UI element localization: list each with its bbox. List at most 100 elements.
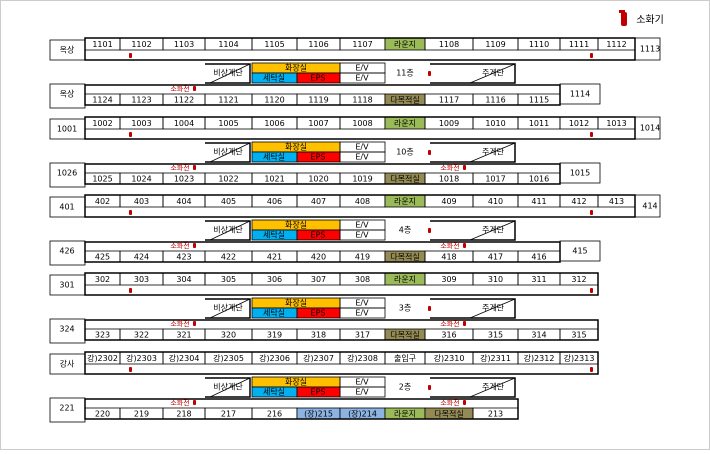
room-label: 220 <box>95 410 110 419</box>
room-label: 1107 <box>352 40 372 49</box>
room-label: 강)2310 <box>434 353 465 363</box>
stair-diagonal <box>209 142 251 163</box>
room-label: 1002 <box>92 119 112 128</box>
room-label: 1008 <box>352 119 372 128</box>
room-label: 1104 <box>218 40 238 49</box>
extinguisher-icon <box>193 165 196 170</box>
room-label: 라운지 <box>394 119 416 128</box>
room-label: 강)2305 <box>213 353 244 363</box>
row-label: 1015 <box>570 169 590 178</box>
extinguisher-icon <box>463 321 466 326</box>
elevator <box>339 72 386 84</box>
room-label: 405 <box>221 197 236 206</box>
room-label: 1005 <box>218 119 238 128</box>
stair-label: 비상계단 <box>213 147 243 157</box>
room-label: 강)2312 <box>524 353 555 363</box>
room-label: 319 <box>267 331 282 340</box>
main-stair <box>430 377 516 398</box>
extinguisher-icon <box>428 150 431 155</box>
room-label: 1017 <box>485 175 505 184</box>
row-label: 강사 <box>60 359 75 369</box>
extinguisher-icon <box>590 132 593 137</box>
extinguisher-icon <box>621 12 627 26</box>
row-label: 415 <box>572 247 587 256</box>
laundry-label: 세탁실 <box>263 152 285 162</box>
stair-label: 주계단 <box>482 147 505 157</box>
stair-diagonal <box>469 220 516 241</box>
room-label: 1018 <box>439 175 459 184</box>
elevator-label: E/V <box>355 231 369 240</box>
emergency-stair <box>205 298 251 319</box>
floor-label: 2층 <box>399 383 411 392</box>
row-label: 1014 <box>640 124 660 133</box>
room-label: 강)2303 <box>126 353 157 363</box>
laundry-label: 세탁실 <box>263 308 285 318</box>
room-label: 1102 <box>131 40 151 49</box>
label-box <box>559 162 601 184</box>
eps-label: EPS <box>311 153 326 162</box>
floor-label: 3층 <box>399 304 411 313</box>
hydrant-label: 소화전 <box>170 163 189 172</box>
room-label: 422 <box>221 253 236 262</box>
room-label: 308 <box>355 275 370 284</box>
corridor <box>84 398 519 420</box>
room-label: 라운지 <box>394 197 416 206</box>
room-label: 1123 <box>131 96 151 105</box>
room-label: 409 <box>441 197 456 206</box>
extinguisher-icon <box>428 71 431 76</box>
room-label: 1115 <box>529 96 549 105</box>
room-label: 1124 <box>92 96 112 105</box>
room-label: 403 <box>134 197 149 206</box>
main-stair <box>430 63 516 84</box>
stair-diagonal <box>469 377 516 398</box>
elevator <box>339 151 386 163</box>
room-label: 강)2308 <box>347 353 378 363</box>
room-label: 1010 <box>485 119 505 128</box>
room-label: 316 <box>441 331 456 340</box>
room-label: 407 <box>311 197 326 206</box>
main-stair <box>430 298 516 319</box>
room-label: 1118 <box>352 96 372 105</box>
room-label: 1004 <box>174 119 194 128</box>
room-label: 1121 <box>218 96 238 105</box>
elevator-label: E/V <box>355 64 369 73</box>
room-label: 1007 <box>308 119 328 128</box>
elevator-label: E/V <box>355 378 369 387</box>
legend-label: 소화기 <box>636 14 664 26</box>
room-label: 강)2311 <box>480 353 511 363</box>
extinguisher-icon <box>463 243 466 248</box>
stair-label: 비상계단 <box>213 303 243 313</box>
extinguisher-icon <box>193 243 196 248</box>
elevator <box>339 307 386 319</box>
room-label: 1011 <box>529 119 549 128</box>
room-label: 1019 <box>352 175 372 184</box>
extinguisher-icon <box>193 86 196 91</box>
elevator <box>339 229 386 241</box>
room-label: 310 <box>488 275 503 284</box>
room-label: 1022 <box>218 175 238 184</box>
hydrant-label: 소화전 <box>440 163 459 172</box>
row-label: 401 <box>59 203 74 212</box>
stair-label: 주계단 <box>482 303 505 313</box>
elevator-label: E/V <box>355 221 369 230</box>
extinguisher-icon <box>590 288 593 293</box>
extinguisher-icon <box>193 400 196 405</box>
hydrant-label: 소화전 <box>440 398 459 407</box>
row-label: 301 <box>59 281 74 290</box>
room-label: 1013 <box>606 119 626 128</box>
label-box <box>559 83 601 105</box>
hydrant-label: 소화전 <box>440 319 459 328</box>
room-label: 강)2304 <box>169 353 200 363</box>
elevator-label: E/V <box>355 299 369 308</box>
room-label: 1116 <box>485 96 505 105</box>
room-label: 1003 <box>131 119 151 128</box>
corridor <box>84 272 599 296</box>
room-label: 다목적실 <box>390 95 419 105</box>
stair-label: 주계단 <box>482 382 505 392</box>
room-label: 1103 <box>174 40 194 49</box>
room-label: 1024 <box>131 175 151 184</box>
eps-label: EPS <box>311 309 326 318</box>
room-label: 420 <box>311 253 326 262</box>
room-label: 306 <box>267 275 282 284</box>
